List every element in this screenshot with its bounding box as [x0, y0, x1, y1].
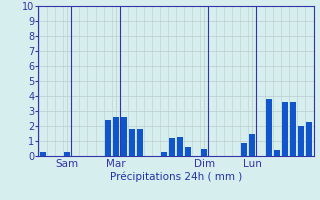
Bar	[298, 126, 304, 156]
Bar	[113, 117, 119, 156]
Bar	[274, 150, 280, 156]
Bar	[185, 147, 191, 156]
Bar	[282, 102, 288, 156]
Bar	[177, 137, 183, 156]
Bar	[105, 120, 111, 156]
Bar	[169, 138, 175, 156]
Bar	[129, 129, 135, 156]
Bar	[64, 152, 70, 156]
Bar	[40, 152, 46, 156]
X-axis label: Précipitations 24h ( mm ): Précipitations 24h ( mm )	[110, 172, 242, 182]
Bar	[306, 121, 312, 156]
Bar	[266, 99, 272, 156]
Bar	[161, 152, 167, 156]
Bar	[201, 148, 207, 156]
Bar	[121, 117, 127, 156]
Bar	[137, 129, 143, 156]
Bar	[290, 102, 296, 156]
Bar	[249, 134, 255, 156]
Bar	[241, 142, 247, 156]
